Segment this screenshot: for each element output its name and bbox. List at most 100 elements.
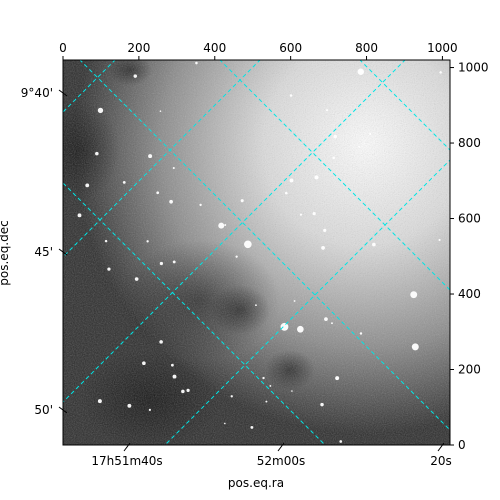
sky-image bbox=[63, 60, 450, 445]
top-tick-label: 1000 bbox=[427, 41, 458, 55]
right-pixel-axis: 0 200 400 600 800 1000 bbox=[450, 61, 489, 452]
top-tick-label: 400 bbox=[203, 41, 226, 55]
ra-grid-line bbox=[219, 60, 450, 291]
star bbox=[280, 322, 289, 331]
right-tick-label: 600 bbox=[458, 212, 481, 226]
dec-axis: 9°40' 45' 50' bbox=[21, 86, 68, 417]
star bbox=[297, 325, 304, 333]
dec-tick bbox=[58, 89, 68, 97]
star bbox=[255, 304, 257, 307]
star bbox=[122, 180, 126, 184]
star bbox=[195, 61, 198, 65]
star bbox=[186, 388, 190, 393]
star bbox=[262, 376, 265, 380]
star bbox=[172, 166, 175, 170]
star bbox=[127, 403, 132, 408]
star bbox=[134, 277, 139, 281]
dec-tick-label: 50' bbox=[34, 403, 53, 417]
star bbox=[95, 151, 99, 156]
star bbox=[335, 376, 340, 381]
top-tick-label: 200 bbox=[127, 41, 150, 55]
star bbox=[439, 71, 442, 74]
star bbox=[410, 291, 418, 299]
star bbox=[333, 134, 338, 139]
star bbox=[320, 402, 324, 407]
dec-tick bbox=[58, 248, 68, 256]
star bbox=[240, 199, 244, 203]
dec-tick-label: 9°40' bbox=[21, 86, 53, 100]
right-tick-label: 400 bbox=[458, 287, 481, 301]
star bbox=[293, 300, 296, 302]
right-tick-label: 1000 bbox=[458, 61, 489, 75]
right-tick-label: 800 bbox=[458, 136, 481, 150]
star bbox=[235, 255, 238, 258]
star bbox=[299, 213, 303, 216]
world-grid bbox=[63, 60, 450, 445]
star bbox=[148, 408, 151, 411]
star bbox=[172, 260, 176, 264]
ra-tick bbox=[123, 442, 131, 452]
dec-grid-line bbox=[63, 60, 261, 258]
dec-grid-line bbox=[164, 159, 450, 445]
star bbox=[85, 183, 90, 188]
dec-tick-label: 45' bbox=[34, 245, 53, 259]
star bbox=[171, 363, 174, 367]
star bbox=[107, 267, 111, 271]
star bbox=[172, 374, 177, 379]
star bbox=[325, 109, 329, 112]
star bbox=[358, 145, 360, 148]
star bbox=[97, 399, 102, 404]
star bbox=[265, 400, 268, 403]
star bbox=[224, 224, 227, 227]
ra-grid-line bbox=[79, 60, 450, 431]
star bbox=[291, 390, 293, 392]
y-axis-label: pos.eq.dec bbox=[0, 220, 11, 285]
star bbox=[230, 395, 233, 398]
star bbox=[372, 242, 376, 247]
star bbox=[169, 199, 173, 204]
ra-tick-label: 52m00s bbox=[257, 454, 305, 468]
star bbox=[142, 361, 146, 366]
star bbox=[159, 261, 163, 266]
star bbox=[332, 156, 336, 160]
top-pixel-axis: 0 200 400 600 800 1000 bbox=[59, 41, 458, 60]
top-tick-label: 800 bbox=[355, 41, 378, 55]
star bbox=[321, 246, 325, 250]
dec-grid-line bbox=[63, 60, 406, 403]
stars bbox=[77, 61, 442, 443]
star bbox=[312, 211, 316, 216]
ra-axis: 17h51m40s 52m00s 20s bbox=[91, 442, 452, 468]
star bbox=[339, 440, 343, 443]
star bbox=[331, 322, 333, 325]
star bbox=[314, 175, 319, 180]
ra-grid-line bbox=[63, 182, 326, 445]
ra-tick-label: 17h51m40s bbox=[91, 454, 162, 468]
star bbox=[199, 203, 202, 207]
star bbox=[369, 132, 372, 136]
star bbox=[289, 178, 294, 183]
star bbox=[357, 68, 365, 76]
star bbox=[411, 343, 419, 351]
star bbox=[156, 191, 160, 195]
star bbox=[250, 425, 254, 429]
ra-grid-line bbox=[359, 60, 450, 151]
dec-grid-line bbox=[63, 60, 116, 113]
star bbox=[289, 94, 293, 97]
x-axis-label: pos.eq.ra bbox=[228, 476, 284, 490]
ra-tick bbox=[437, 442, 445, 452]
star bbox=[77, 213, 82, 218]
star bbox=[438, 238, 441, 242]
ra-tick-label: 20s bbox=[430, 454, 452, 468]
star bbox=[284, 191, 288, 195]
right-tick-label: 0 bbox=[458, 438, 466, 452]
star bbox=[323, 228, 327, 232]
dec-tick bbox=[58, 406, 68, 414]
star bbox=[146, 240, 149, 243]
star bbox=[159, 340, 163, 344]
star bbox=[218, 222, 225, 229]
star bbox=[133, 74, 137, 78]
star bbox=[148, 154, 153, 159]
star bbox=[104, 239, 108, 243]
star bbox=[224, 422, 226, 425]
